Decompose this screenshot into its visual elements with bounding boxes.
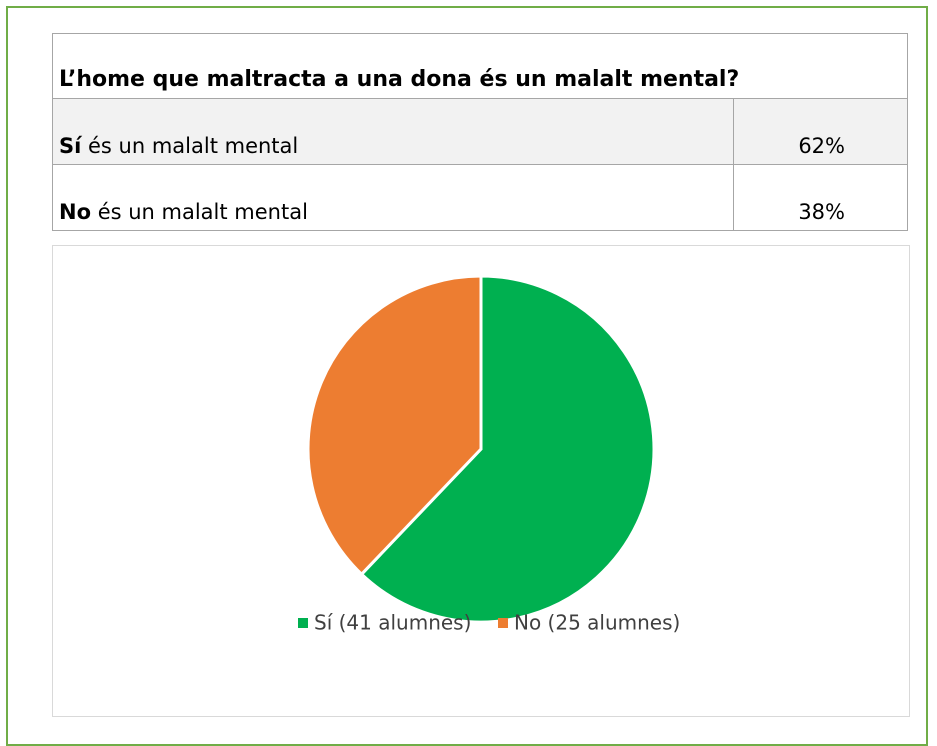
title-row: L’home que maltracta a una dona és un ma… bbox=[53, 34, 907, 98]
row: Sí és un malalt mental 62% bbox=[53, 98, 907, 164]
table-title: L’home que maltracta a una dona és un ma… bbox=[59, 67, 740, 92]
row-label: Sí és un malalt mental bbox=[59, 134, 298, 158]
row-value: 38% bbox=[798, 200, 845, 224]
text: és un malalt mental bbox=[81, 134, 299, 158]
divider bbox=[733, 165, 734, 230]
pie-slice bbox=[306, 274, 483, 577]
text: és un malalt mental bbox=[91, 200, 308, 224]
legend-swatch bbox=[298, 618, 308, 628]
legend-swatch bbox=[498, 618, 508, 628]
table: L’home que maltracta a una dona és un ma… bbox=[52, 33, 908, 231]
bold-text: No bbox=[59, 200, 92, 224]
bold-text: Sí bbox=[59, 134, 82, 158]
legend-label: No (25 alumnes) bbox=[514, 611, 680, 635]
row: No és un malalt mental 38% bbox=[53, 164, 907, 230]
row-label: No és un malalt mental bbox=[59, 200, 308, 224]
pie-slice bbox=[359, 274, 656, 624]
chart: Sí (41 alumnes) No (25 alumnes) bbox=[298, 274, 680, 635]
chart-box: Sí (41 alumnes) No (25 alumnes) bbox=[52, 245, 910, 717]
row-value: 62% bbox=[798, 134, 845, 158]
legend-label: Sí (41 alumnes) bbox=[314, 611, 471, 635]
divider bbox=[733, 99, 734, 164]
